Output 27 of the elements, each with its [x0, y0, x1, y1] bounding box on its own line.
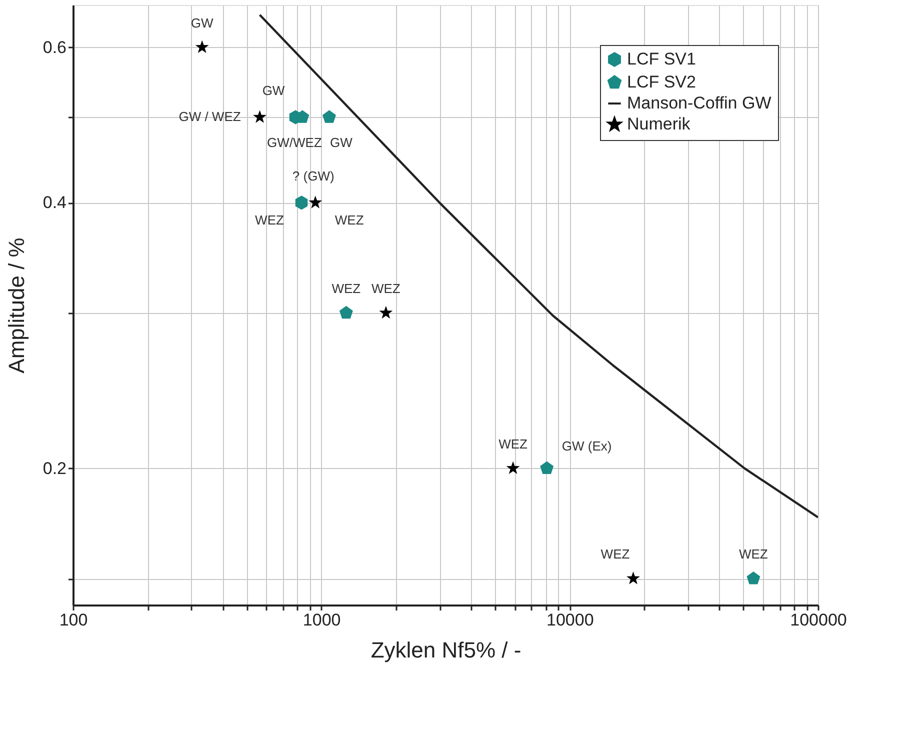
y-axis-title: Amplitude / % [4, 238, 29, 374]
annotation: WEZ [738, 546, 768, 562]
annotation: WEZ [332, 280, 361, 296]
annotation: ? (GW) [292, 168, 334, 184]
annotation: GW (Ex) [562, 438, 612, 454]
x-tick-label: 100 [59, 610, 88, 630]
legend-label: Manson-Coffin GW [627, 94, 772, 112]
annotation: WEZ [255, 212, 284, 228]
annotation: WEZ [334, 212, 364, 228]
legend-label: LCF SV1 [627, 50, 696, 68]
y-tick-label: 0.6 [42, 38, 66, 57]
legend-label: LCF SV2 [627, 72, 696, 92]
y-tick-label: 0.4 [42, 193, 66, 212]
annotation: GW / WEZ [178, 109, 241, 124]
annotation: GW [330, 135, 354, 150]
annotation: GW/WEZ [266, 135, 322, 150]
annotation: WEZ [600, 546, 630, 562]
annotation: WEZ [371, 280, 400, 296]
annotation: GW [262, 83, 286, 98]
x-tick-label: 10000 [546, 610, 594, 630]
legend-label: Numerik [627, 114, 691, 134]
x-tick-label: 1000 [302, 610, 341, 630]
x-axis-title: Zyklen Nf5% / - [370, 638, 522, 662]
annotation: WEZ [498, 436, 528, 452]
annotation: GW [190, 15, 214, 30]
x-tick-label: 100000 [790, 610, 847, 630]
y-tick-label: 0.2 [42, 458, 66, 478]
